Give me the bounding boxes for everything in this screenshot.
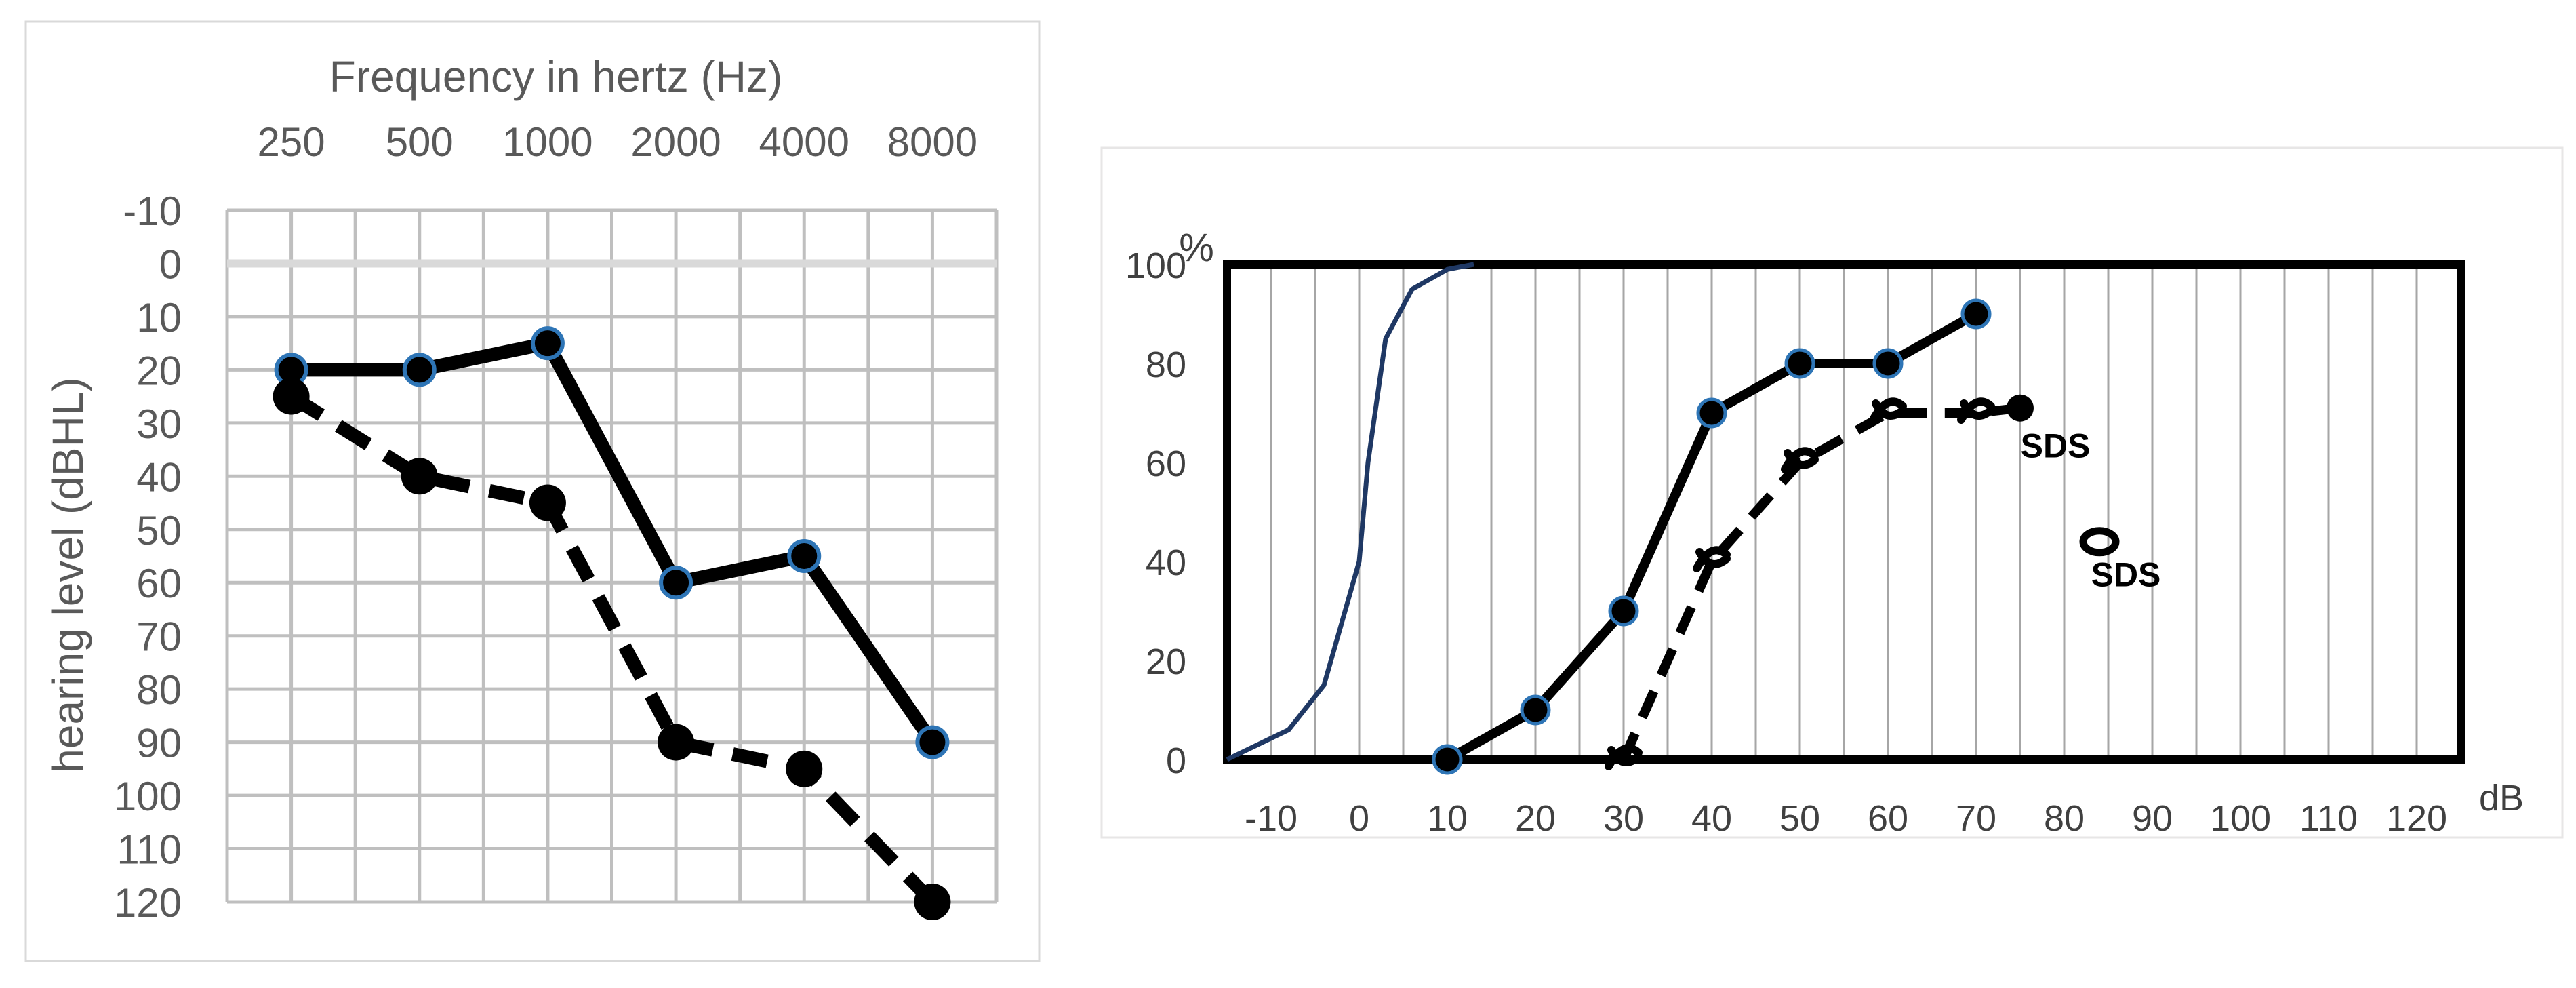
audiogram-x-tick-label: 1000: [502, 119, 592, 165]
audiogram-dashed-line: [287, 391, 938, 907]
speech-solid-marker: [1784, 348, 1815, 379]
speech-x-tick-label: 70: [1956, 798, 1996, 839]
speech-series: [1226, 262, 2034, 775]
speech-dashed-marker: [1960, 399, 1995, 420]
audiogram-y-tick-label: 60: [136, 561, 182, 606]
audiogram-y-tick-label: 10: [136, 295, 182, 340]
speech-x-tick-label: 20: [1515, 798, 1556, 839]
sds-label: SDS: [2091, 556, 2161, 594]
audiogram-dashed-marker: [401, 458, 438, 495]
audiogram-y-tick-label: 90: [136, 721, 182, 766]
speech-x-tick-label: 10: [1427, 798, 1468, 839]
speech-normal-curve: [1226, 262, 1474, 762]
speech-x-tick-label: 30: [1603, 798, 1644, 839]
speech-y-tick-label: 60: [1146, 443, 1186, 484]
sds-label: SDS: [2021, 427, 2091, 465]
speech-audiogram-chart: -10 0 10 20 30 40 50 60 70 80 90 100 110 120 0 20 40 60 8…: [1125, 226, 2524, 839]
audiogram-series: [273, 326, 951, 920]
speech-solid-marker: [1960, 298, 1992, 330]
audiogram-y-tick-label: 70: [136, 614, 182, 660]
speech-y-tick-label: 100: [1125, 245, 1186, 286]
audiogram-y-tick-label: 20: [136, 348, 182, 393]
speech-solid-marker: [1872, 348, 1904, 379]
audiogram-y-tick-label: 80: [136, 667, 182, 713]
speech-solid-marker: [1696, 397, 1727, 429]
audiogram-y-tick-labels: -10 0 10 20 30 40 50 60 70 80 90 100 110 120: [114, 189, 182, 926]
speech-dashed-end-dot: [2007, 394, 2034, 422]
audiogram-title: Frequency in hertz (Hz): [329, 52, 783, 101]
audiogram-y-axis-label: hearing level (dBHL): [43, 377, 92, 772]
audiogram-dashed-marker: [786, 750, 823, 787]
audiogram-solid-marker: [530, 326, 565, 361]
sds-open-circle-marker: [2079, 527, 2120, 557]
speech-y-tick-label: 20: [1146, 641, 1186, 682]
audiogram-solid-line: [291, 336, 938, 747]
speech-solid-marker: [1432, 744, 1463, 775]
audiogram-dashed-marker: [658, 724, 695, 761]
audiogram-solid-marker: [402, 353, 437, 387]
audiogram-y-tick-label: 120: [114, 880, 182, 926]
audiogram-y-tick-label: 50: [136, 508, 182, 553]
speech-x-tick-label: -10: [1245, 798, 1297, 839]
speech-dashed-marker: [1957, 397, 1995, 424]
audiogram-solid-marker: [787, 539, 822, 573]
speech-dashed-marker: [1695, 548, 1731, 568]
speech-x-tick-label: 40: [1691, 798, 1732, 839]
audiogram-y-tick-label: -10: [123, 189, 182, 234]
speech-y-tick-labels: 0 20 40 60 80 100: [1125, 245, 1186, 781]
speech-x-tick-label: 120: [2386, 798, 2447, 839]
audiogram-x-tick-label: 8000: [887, 119, 978, 165]
speech-x-tick-labels: -10 0 10 20 30 40 50 60 70 80 90 100 110 120: [1245, 798, 2447, 839]
speech-x-axis-label: dB: [2479, 778, 2524, 818]
audiogram-x-tick-label: 250: [258, 119, 325, 165]
speech-dashed-marker: [1781, 447, 1819, 473]
audiogram-x-tick-label: 4000: [759, 119, 849, 165]
speech-x-tick-label: 50: [1779, 798, 1820, 839]
audiogram-y-tick-label: 0: [159, 241, 182, 287]
audiogram-dashed-marker: [273, 378, 310, 415]
audiogram-chart: 250 500 1000 2000 4000 8000 -10 0 10 20 30 40 50 60 7…: [43, 52, 999, 926]
speech-plot-border: [1223, 260, 2465, 764]
speech-x-tick-label: 110: [2299, 798, 2358, 839]
speech-dashed-marker: [1784, 449, 1819, 469]
speech-dashed-marker: [1607, 746, 1643, 766]
speech-dashed-marker: [1693, 546, 1731, 572]
audiogram-dashed-marker: [529, 484, 566, 521]
audiogram-x-tick-label: 500: [386, 119, 454, 165]
speech-solid-marker: [1520, 694, 1551, 726]
speech-x-tick-label: 60: [1868, 798, 1908, 839]
speech-x-tick-label: 100: [2210, 798, 2271, 839]
audiogram-y-tick-label: 100: [114, 774, 182, 819]
speech-dashed-marker: [1872, 399, 1907, 420]
speech-x-tick-label: 80: [2044, 798, 2085, 839]
audiogram-solid-marker: [915, 725, 950, 759]
speech-x-tick-label: 90: [2132, 798, 2173, 839]
speech-annotations: SDS SDS: [2021, 427, 2161, 594]
audiogram-x-tick-labels: 250 500 1000 2000 4000 8000: [258, 119, 978, 165]
audiogram-y-tick-label: 30: [136, 401, 182, 447]
audiogram-solid-marker: [659, 566, 693, 600]
speech-y-tick-label: 0: [1166, 740, 1186, 781]
left-chart-frame: [24, 20, 1041, 962]
audiogram-y-tick-label: 40: [136, 454, 182, 500]
audiogram-dashed-marker: [914, 884, 951, 920]
audiogram-x-tick-label: 2000: [630, 119, 721, 165]
speech-dashed-marker: [1605, 744, 1643, 770]
speech-y-tick-label: 80: [1146, 344, 1186, 385]
speech-dashed-marker: [1869, 397, 1907, 424]
speech-solid-marker: [1608, 595, 1639, 627]
speech-y-axis-label: %: [1179, 226, 1214, 270]
audiogram-y-tick-label: 110: [117, 827, 182, 873]
speech-y-tick-label: 40: [1146, 542, 1186, 583]
speech-x-tick-label: 0: [1349, 798, 1369, 839]
right-chart-frame: [1100, 146, 2564, 839]
